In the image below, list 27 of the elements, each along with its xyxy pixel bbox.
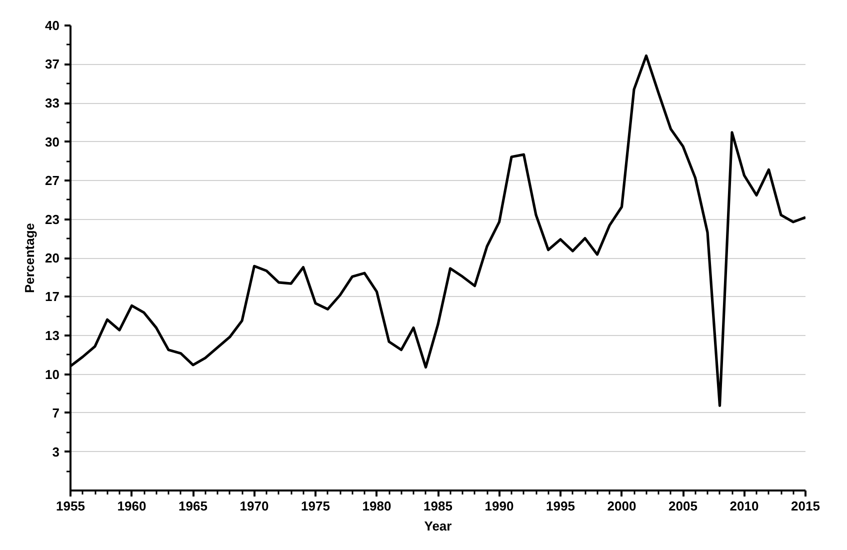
x-tick-label: 1975 bbox=[301, 498, 330, 514]
y-tick-label: 17 bbox=[45, 289, 60, 304]
y-tick-label: 20 bbox=[45, 250, 60, 266]
x-tick-label: 1995 bbox=[546, 498, 575, 514]
x-tick-label: 1965 bbox=[178, 498, 208, 514]
y-tick-label: 7 bbox=[52, 405, 60, 420]
y-tick-label: 13 bbox=[45, 328, 60, 344]
y-tick-label: 3 bbox=[52, 444, 60, 460]
x-tick-label: 1980 bbox=[362, 498, 392, 514]
x-tick-label: 1960 bbox=[117, 498, 146, 514]
y-tick-label: 27 bbox=[45, 172, 60, 188]
x-tick-label: 2005 bbox=[668, 498, 698, 514]
y-tick-label: 40 bbox=[45, 18, 60, 33]
y-tick-label: 37 bbox=[45, 56, 60, 72]
y-tick-label: 33 bbox=[45, 96, 60, 111]
x-axis-title: Year bbox=[424, 518, 452, 534]
x-tick-label: 2015 bbox=[791, 498, 820, 514]
x-tick-label: 1985 bbox=[424, 498, 452, 514]
x-tick-label: 1990 bbox=[484, 498, 514, 514]
y-tick-label: 30 bbox=[45, 134, 60, 150]
x-tick-label: 1955 bbox=[56, 498, 85, 514]
x-tick-label: 1970 bbox=[240, 498, 269, 514]
x-tick-label: 2010 bbox=[730, 498, 759, 514]
x-tick-label: 2000 bbox=[607, 498, 636, 514]
y-axis-title: Percentage bbox=[22, 222, 38, 294]
y-tick-label: 10 bbox=[45, 366, 60, 382]
y-tick-label: 23 bbox=[45, 212, 60, 227]
